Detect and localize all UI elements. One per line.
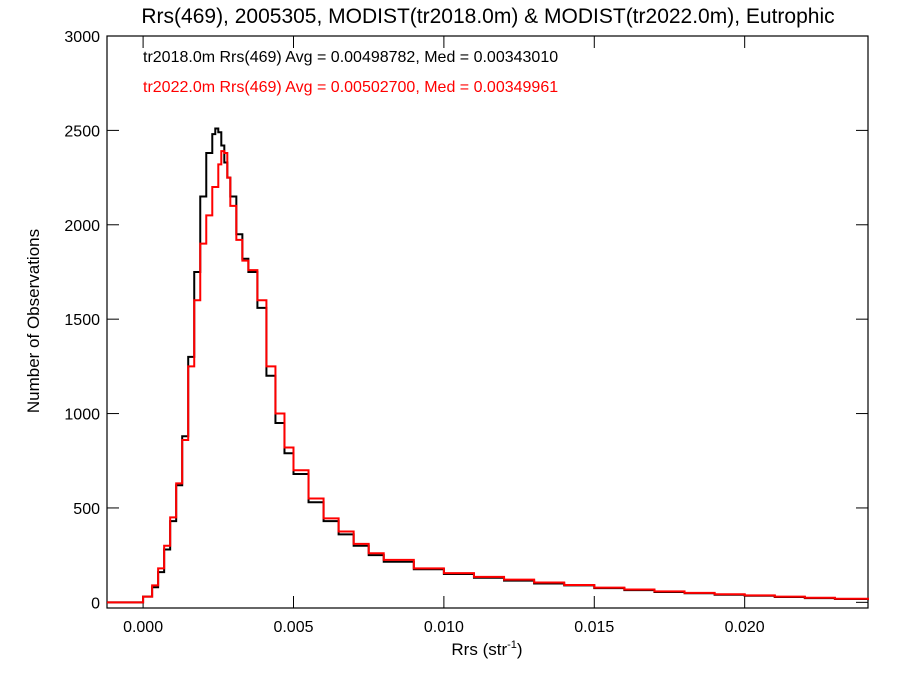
- x-axis-label-superscript: -1: [507, 639, 517, 651]
- y-tick-label: 2000: [64, 218, 100, 235]
- series-line-red: [107, 150, 869, 604]
- chart-title: Rrs(469), 2005305, MODIST(tr2018.0m) & M…: [141, 5, 834, 28]
- x-axis-label-end: ): [517, 640, 523, 659]
- plot-frame: [106, 35, 869, 609]
- y-tick-label: 0: [91, 595, 100, 612]
- series-group: [107, 127, 869, 604]
- plot-area: [106, 35, 869, 609]
- x-axis-label: Rrs (str-1): [451, 639, 522, 659]
- x-tick-label: 0.020: [725, 619, 765, 636]
- y-axis-label: Number of Observations: [24, 229, 43, 413]
- x-axis-ticks: 0.000 0.005 0.010 0.015 0.020: [123, 36, 765, 636]
- x-tick-label: 0.005: [273, 619, 313, 636]
- y-tick-label: 2500: [64, 123, 100, 140]
- y-tick-label: 1000: [64, 407, 100, 424]
- legend-entry-red: tr2022.0m Rrs(469) Avg = 0.00502700, Med…: [143, 79, 558, 96]
- y-tick-label: 500: [73, 501, 100, 518]
- legend-entry-black: tr2018.0m Rrs(469) Avg = 0.00498782, Med…: [143, 49, 558, 66]
- x-tick-label: 0.015: [574, 619, 614, 636]
- y-tick-label: 3000: [64, 29, 100, 46]
- y-tick-label: 1500: [64, 312, 100, 329]
- x-axis-label-main: Rrs (str: [451, 640, 507, 659]
- x-tick-label: 0.010: [424, 619, 464, 636]
- x-tick-label: 0.000: [123, 619, 163, 636]
